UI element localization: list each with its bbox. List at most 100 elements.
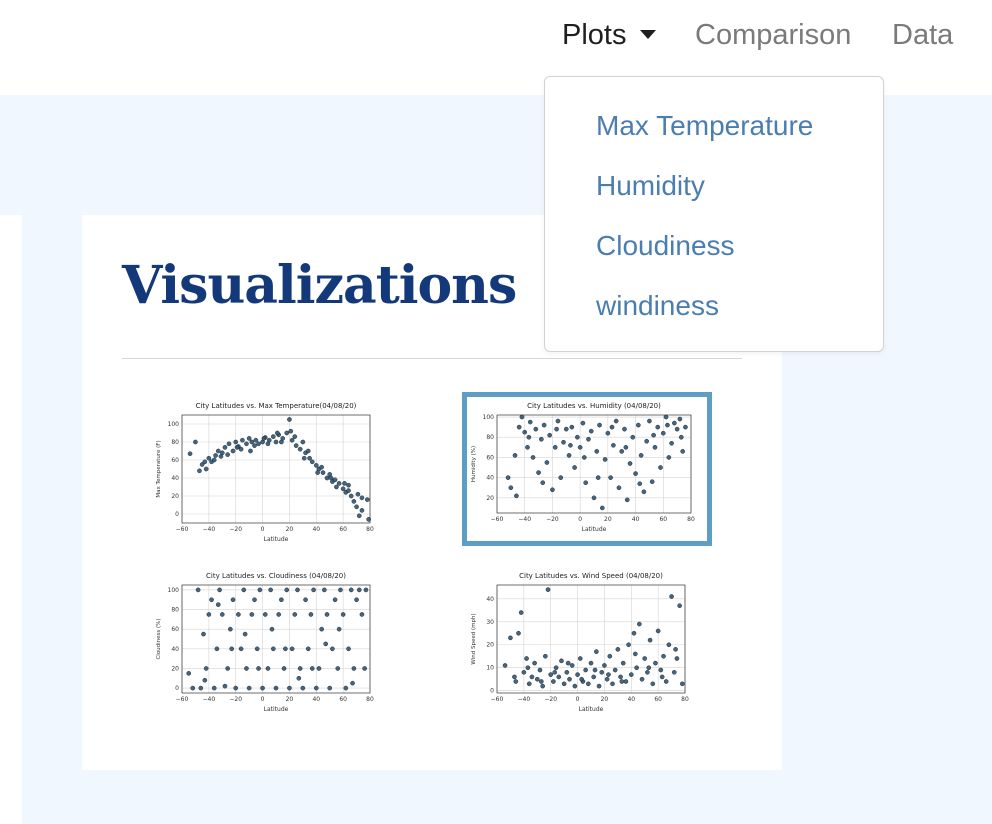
data-point bbox=[338, 587, 343, 593]
data-point bbox=[552, 670, 558, 675]
data-point bbox=[525, 665, 531, 671]
data-point bbox=[610, 681, 615, 687]
data-point bbox=[540, 480, 546, 485]
data-point bbox=[637, 481, 643, 487]
data-point bbox=[319, 464, 324, 470]
data-point bbox=[359, 612, 365, 617]
data-point bbox=[565, 660, 571, 666]
x-tick-label: 0 bbox=[576, 696, 580, 703]
data-point bbox=[262, 612, 268, 617]
data-point bbox=[602, 663, 607, 668]
data-point bbox=[586, 436, 591, 442]
data-point bbox=[594, 449, 600, 454]
x-axis-label: Latitude bbox=[264, 536, 289, 543]
data-point bbox=[271, 646, 276, 652]
x-tick-label: −40 bbox=[203, 696, 216, 703]
data-point bbox=[228, 626, 233, 632]
plot-wind-speed[interactable]: City Latitudes vs. Wind Speed (04/08/20)… bbox=[467, 567, 697, 717]
x-tick-label: 40 bbox=[312, 526, 320, 533]
y-axis-label: Cloudiness (%) bbox=[156, 618, 162, 659]
data-point bbox=[203, 666, 209, 671]
data-point bbox=[652, 445, 658, 450]
data-point bbox=[522, 429, 528, 435]
data-point bbox=[336, 481, 342, 486]
data-point bbox=[248, 448, 253, 454]
page-title: Visualizations bbox=[122, 255, 517, 316]
data-point bbox=[680, 681, 685, 687]
data-point bbox=[666, 455, 672, 460]
dropdown-item-max-temperature[interactable]: Max Temperature bbox=[596, 110, 814, 141]
data-point bbox=[193, 439, 198, 445]
plot-max-temperature[interactable]: City Latitudes vs. Max Temperature(04/08… bbox=[152, 397, 382, 547]
data-point bbox=[293, 443, 299, 448]
data-point bbox=[324, 612, 330, 617]
nav-comparison-link[interactable]: Comparison bbox=[695, 19, 852, 51]
data-point bbox=[644, 438, 649, 444]
plot-frame bbox=[496, 414, 692, 514]
data-point bbox=[252, 597, 257, 603]
data-point bbox=[346, 488, 351, 493]
max-temperature-scatter-chart: City Latitudes vs. Max Temperature(04/08… bbox=[156, 402, 374, 543]
data-point bbox=[328, 475, 334, 481]
data-point bbox=[348, 587, 354, 593]
data-point bbox=[582, 455, 587, 460]
data-point bbox=[363, 587, 369, 593]
data-point bbox=[233, 685, 239, 691]
data-point bbox=[323, 641, 328, 647]
data-point bbox=[622, 426, 627, 432]
data-point bbox=[646, 665, 652, 671]
data-point bbox=[539, 679, 544, 684]
dropdown-item-windiness[interactable]: windiness bbox=[596, 290, 719, 321]
x-tick-label: −40 bbox=[518, 696, 531, 703]
data-point bbox=[284, 587, 290, 593]
data-point bbox=[319, 626, 324, 632]
x-tick-label: 40 bbox=[312, 696, 320, 703]
data-point bbox=[230, 597, 236, 603]
data-point bbox=[637, 621, 642, 627]
plot-cloudiness[interactable]: City Latitudes vs. Cloudiness (04/08/20)… bbox=[152, 567, 382, 717]
data-point bbox=[673, 647, 678, 652]
x-tick-label: 20 bbox=[286, 696, 294, 703]
data-point bbox=[244, 666, 249, 671]
data-point bbox=[209, 597, 214, 603]
data-point bbox=[609, 424, 615, 430]
data-point bbox=[211, 685, 217, 691]
nav-data-link[interactable]: Data bbox=[892, 19, 954, 51]
data-point bbox=[186, 671, 192, 676]
data-point bbox=[215, 602, 221, 607]
data-point bbox=[536, 470, 541, 475]
data-point bbox=[271, 434, 276, 439]
data-point bbox=[190, 685, 196, 691]
data-point bbox=[556, 674, 562, 680]
data-point bbox=[359, 495, 365, 501]
data-point bbox=[655, 628, 661, 634]
y-tick-label: 80 bbox=[171, 607, 179, 614]
dropdown-item-cloudiness[interactable]: Cloudiness bbox=[596, 230, 735, 261]
data-point bbox=[659, 674, 665, 680]
data-point bbox=[619, 449, 625, 454]
data-point bbox=[669, 594, 674, 599]
data-point bbox=[301, 455, 307, 461]
data-point bbox=[680, 449, 685, 454]
data-point bbox=[567, 676, 572, 682]
data-point bbox=[287, 417, 292, 422]
data-point bbox=[215, 448, 221, 454]
data-point bbox=[309, 666, 315, 671]
plot-humidity[interactable]: City Latitudes vs. Humidity (04/08/20) −6… bbox=[462, 392, 712, 546]
x-tick-label: −60 bbox=[176, 696, 189, 703]
data-point bbox=[354, 597, 359, 603]
data-point bbox=[313, 685, 319, 691]
nav-plots-dropdown-toggle[interactable]: Plots bbox=[562, 17, 657, 53]
data-point bbox=[615, 647, 621, 652]
data-point bbox=[279, 597, 284, 603]
data-point bbox=[547, 432, 552, 438]
data-point bbox=[366, 517, 371, 522]
dropdown-item-humidity[interactable]: Humidity bbox=[596, 170, 705, 201]
data-point bbox=[289, 437, 295, 443]
data-point bbox=[287, 685, 292, 691]
data-point bbox=[630, 434, 636, 440]
data-point bbox=[256, 441, 261, 447]
data-point bbox=[206, 455, 212, 461]
data-point bbox=[572, 465, 577, 470]
data-point bbox=[550, 487, 555, 493]
